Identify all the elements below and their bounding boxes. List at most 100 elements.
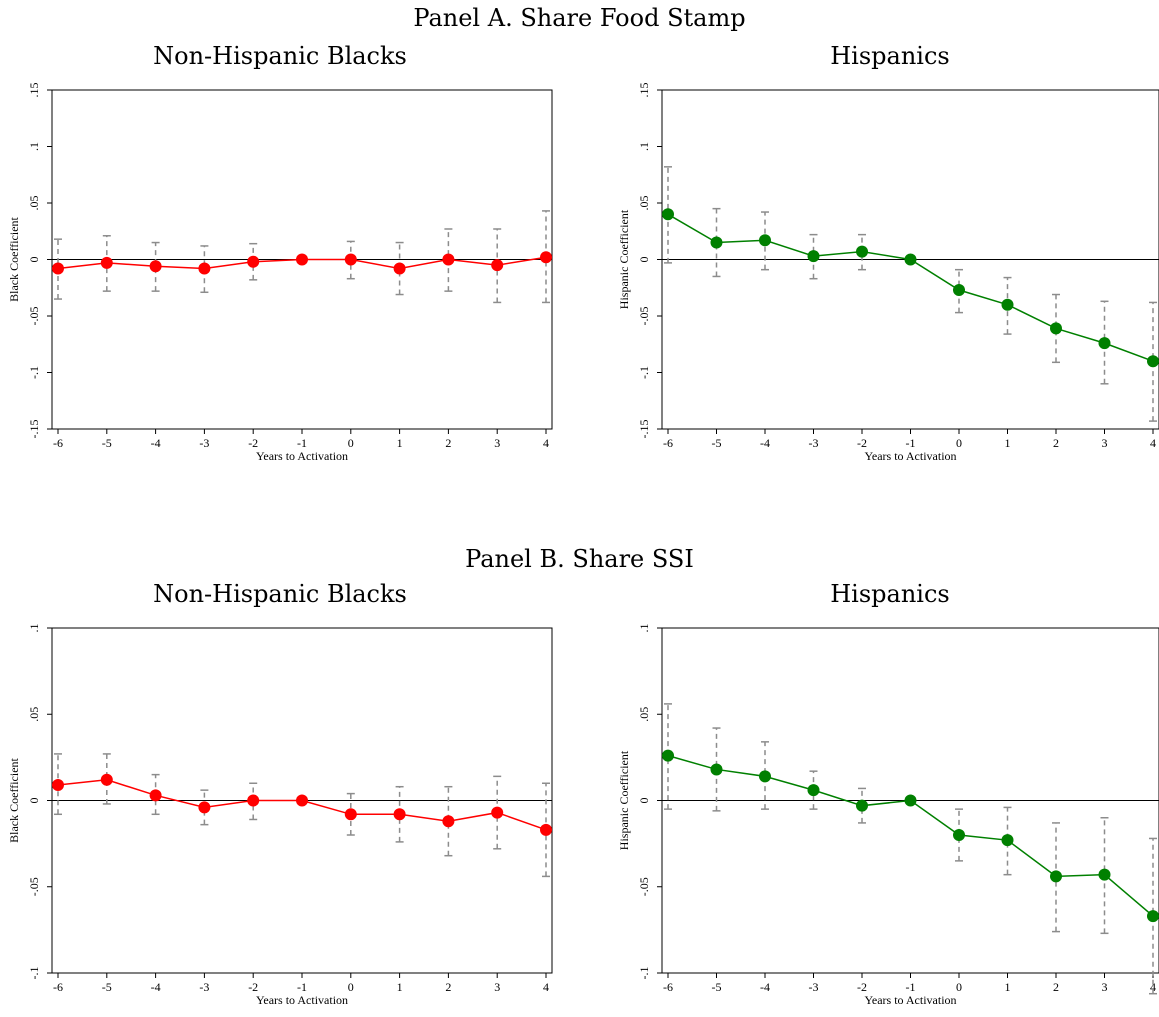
y-tick-label: 0 [27,257,41,263]
x-tick-label: 2 [445,436,451,450]
y-tick-label: -.05 [637,307,651,326]
data-point [540,251,552,264]
data-point [662,749,674,762]
series-line [667,754,1154,917]
data-point [52,262,64,275]
data-point [491,259,504,272]
data-point [247,255,260,268]
data-point [442,815,455,828]
y-tick-label: -.05 [637,877,651,896]
chart-a-black: -.15 -.1 -.05 0 .05 .1 .15 -6 -5 -4 -3 -2 -1 0 1 2 3 4 Yea… [7,83,553,463]
data-point [296,253,308,266]
y-tick-label: 0 [27,798,41,804]
y-tick-label: .1 [637,142,651,151]
y-axis-label: Black Coefficient [7,216,21,301]
y-tick-label: -.15 [27,420,41,439]
x-tick-label: -5 [102,980,112,994]
x-tick-label: -5 [712,980,722,994]
chart-title-b-right: Hispanics [830,580,950,608]
data-point [904,794,917,807]
x-tick-label: -6 [663,436,673,450]
y-tick-label: 0 [637,257,651,263]
data-point [149,260,162,273]
data-point [540,823,552,836]
x-tick-label: 0 [956,436,962,450]
x-tick-label: -1 [297,980,307,994]
data-point [1001,834,1014,847]
x-axis-label: Years to Activation [256,449,348,463]
x-tick-label: -5 [712,436,722,450]
data-point [953,284,965,297]
data-point [807,250,820,263]
x-axis-label: Years to Activation [256,993,348,1007]
data-point [856,245,868,258]
data-point [491,806,504,819]
y-tick-label: -.1 [637,366,651,379]
data-point [100,773,113,786]
x-tick-label: -1 [906,980,916,994]
x-tick-label: -2 [857,980,867,994]
x-tick-label: 3 [494,980,500,994]
x-tick-label: 0 [348,436,354,450]
y-tick-label: -.05 [27,877,41,896]
y-tick-label: -.05 [27,307,41,326]
x-tick-label: -1 [906,436,916,450]
x-tick-label: -3 [809,436,819,450]
x-tick-label: 2 [445,980,451,994]
x-tick-label: -1 [297,436,307,450]
data-point [904,253,917,266]
y-tick-label: .05 [637,196,651,211]
data-point [710,763,723,776]
data-point [198,262,211,275]
y-tick-label: 0 [637,798,651,804]
data-point [247,794,260,807]
x-tick-label: 3 [494,436,500,450]
x-tick-label: 1 [1005,436,1011,450]
x-tick-label: -2 [857,436,867,450]
x-tick-label: -4 [760,980,770,994]
x-tick-label: 0 [348,980,354,994]
x-tick-label: -2 [248,980,258,994]
y-tick-label: .1 [27,142,41,151]
series-line [667,213,1154,362]
chart-b-black: -.1 -.05 0 .05 .1 -6 -5 -4 -3 -2 -1 0 1 2 3 4 Years to A… [7,624,553,1007]
x-axis-label: Years to Activation [864,993,956,1007]
data-point [1050,870,1062,883]
chart-b-hispanic: -.1 -.05 0 .05 .1 -6 -5 -4 -3 -2 -1 0 1 2 3 4 Years to A… [617,624,1159,1007]
data-point [344,808,357,821]
x-tick-label: 0 [956,980,962,994]
y-tick-label: .15 [637,83,651,98]
y-tick-label: .1 [27,624,41,633]
y-axis-label: Hispanic Coefficient [617,209,631,309]
data-point [149,789,162,802]
x-tick-label: -5 [102,436,112,450]
data-point [198,801,211,814]
data-point [1050,322,1062,335]
x-tick-label: -4 [151,980,161,994]
chart-title-a-right: Hispanics [830,42,950,70]
panel-a-title: Panel A. Share Food Stamp [413,4,746,32]
x-tick-label: -3 [809,980,819,994]
y-tick-label: .05 [27,707,41,722]
x-tick-label: 1 [397,436,403,450]
x-tick-label: 4 [1150,436,1156,450]
x-tick-label: 1 [397,980,403,994]
x-tick-label: -6 [663,980,673,994]
data-point [100,256,113,269]
data-point [1147,910,1159,923]
chart-title-b-left: Non-Hispanic Blacks [153,580,407,608]
chart-a-hispanic: -.15 -.1 -.05 0 .05 .1 .15 -6 -5 -4 -3 -2 -1 0 1 2 3 4 Yea… [617,83,1159,463]
y-tick-label: .05 [27,196,41,211]
y-tick-label: .05 [637,707,651,722]
y-axis-label: Hispanic Coefficient [617,750,631,850]
x-tick-label: 3 [1102,436,1108,450]
y-tick-label: -.1 [27,967,41,980]
data-point [52,778,64,791]
x-tick-label: -6 [53,980,63,994]
data-point [344,253,357,266]
data-point [953,829,965,841]
data-point [662,208,674,221]
data-point [1098,868,1111,881]
data-point [296,794,308,807]
x-tick-label: 3 [1102,980,1108,994]
